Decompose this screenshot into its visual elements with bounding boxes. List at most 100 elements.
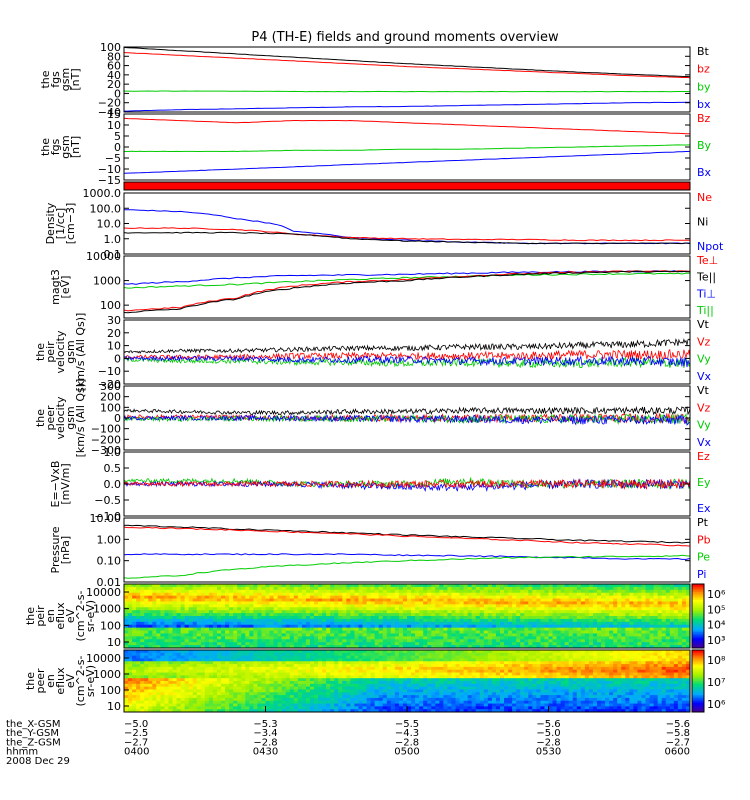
peer_en_eflux-cell [362,655,367,659]
peir_en_eflux-cell [382,586,388,591]
peir_en_eflux-cell [669,598,675,602]
peir_en_eflux-cell [342,624,347,629]
peir_en_eflux-cell [584,592,590,597]
peer_en_eflux-cell [225,703,230,707]
peir_en_eflux-cell [508,613,513,617]
peir_en_eflux-cell [257,607,262,611]
peir_en_eflux-cell [524,618,529,623]
peir_en_eflux-cell [483,592,489,597]
peir_en_eflux-cell [455,633,460,637]
peir_en_eflux-cell [390,642,396,646]
peer_en_eflux-cell [216,697,222,702]
peir_en_eflux-cell [633,621,638,626]
peir_en_eflux-cell [459,604,464,608]
peir_en_eflux-cell [156,630,161,634]
peer_en_eflux-cell [241,678,246,682]
peer_en_eflux-cell [415,664,420,668]
peir_en_eflux-cell [455,595,460,599]
peir_en_eflux-cell [621,607,626,611]
peer_en_eflux-cell [411,669,416,673]
peer_en_eflux-cell [402,695,408,699]
peir_en_eflux-cell [229,598,234,602]
peir_en_eflux-cell [265,598,270,602]
peer_en_eflux-cell [144,652,149,657]
peer_en_eflux-cell [208,706,214,710]
peir_en_eflux-cell [592,586,598,591]
peir_en_eflux-cell [241,618,246,623]
peir_en_eflux-cell [208,616,214,620]
peer_en_eflux-cell [419,669,424,673]
peir_en_eflux-cell [552,642,557,646]
peir_en_eflux-cell [431,586,436,591]
peir_en_eflux-cell [402,630,408,634]
peer_en_eflux-cell [338,695,343,699]
peir_en_eflux-cell [249,624,254,629]
peir_en_eflux-cell [180,627,186,631]
peer_en_eflux-cell [229,672,234,676]
peir_en_eflux-cell [637,642,642,646]
peir_en_eflux-cell [322,598,327,602]
peer_en_eflux-cell [289,666,295,671]
peir_en_eflux-cell [136,636,141,640]
peir_en_eflux-cell [447,642,452,646]
peir_en_eflux-cell [208,601,214,605]
peir_en_eflux-cell [249,633,254,637]
peir_en_eflux-cell [487,639,493,643]
peir_en_eflux-cell [289,642,295,646]
peir_en_eflux-cell [447,601,452,605]
peir_en_eflux-cell [338,636,343,640]
peir_en_eflux-cell [423,645,428,649]
peer_en_eflux-cell [160,689,165,693]
peer_en_eflux-cell [225,672,230,676]
pressure-series-2 [124,553,690,560]
peer_en_eflux-cell [309,652,315,657]
peir_en_eflux-cell [479,607,485,611]
peir_en_eflux-cell [221,621,226,626]
peir_en_eflux-cell [277,589,283,594]
peer_en_eflux-cell [297,672,303,676]
peir_en_eflux-cell [540,595,545,599]
peir_en_eflux-cell [152,616,157,620]
peir_en_eflux-cell [536,645,541,649]
peir_en_eflux-cell [665,604,671,608]
peir_en_eflux-cell [237,639,242,643]
peir_en_eflux-cell [192,627,198,631]
peir_en_eflux-cell [653,610,659,614]
peer_en_eflux-cell [212,658,218,662]
peir_en_eflux-cell [322,621,327,626]
peer_en_eflux-cell [136,666,141,671]
temperature-ylabel-0: magt3 [49,269,62,305]
peer_en_eflux-cell [241,664,246,668]
peir_velocity-ytick-label-1: 20 [107,327,121,340]
peer_en_eflux-cell [245,675,250,679]
peir_en_eflux-cell [208,639,214,643]
peer_en_eflux-cell [132,652,137,657]
peir_en_eflux-cell [439,633,444,637]
peir_en_eflux-cell [390,613,396,617]
peir_en_eflux-cell [309,601,315,605]
peer_en_eflux-cell [322,652,327,657]
peir_en_eflux-cell [475,598,481,602]
peer_en_eflux-cell [411,661,416,665]
peir_en_eflux-cell [269,642,274,646]
peer_en_eflux-cell [237,658,242,662]
peir_en_eflux-cell [516,595,521,599]
peir_en_eflux-cell [447,607,452,611]
peir_en_eflux-cell [475,618,481,623]
peir_en_eflux-cell [293,645,299,649]
peir_en_eflux-cell [229,630,234,634]
peir_en_eflux-cell [548,598,553,602]
peir_en_eflux-cell [245,624,250,629]
peir_en_eflux-cell [532,616,537,620]
peir_en_eflux-cell [273,589,279,594]
peir_en_eflux-cell [225,589,230,594]
peir_en_eflux-cell [253,607,258,611]
peir_en_eflux-cell [204,586,210,591]
peer_en_eflux-cell [358,703,363,707]
peir_en_eflux-cell [350,592,355,597]
peir_en_eflux-cell [322,645,327,649]
peir_en_eflux-cell [588,586,594,591]
peir_en_eflux-cell [495,618,501,623]
peer_en_eflux-cell [225,650,230,654]
peir_en_eflux-cell [609,618,614,623]
